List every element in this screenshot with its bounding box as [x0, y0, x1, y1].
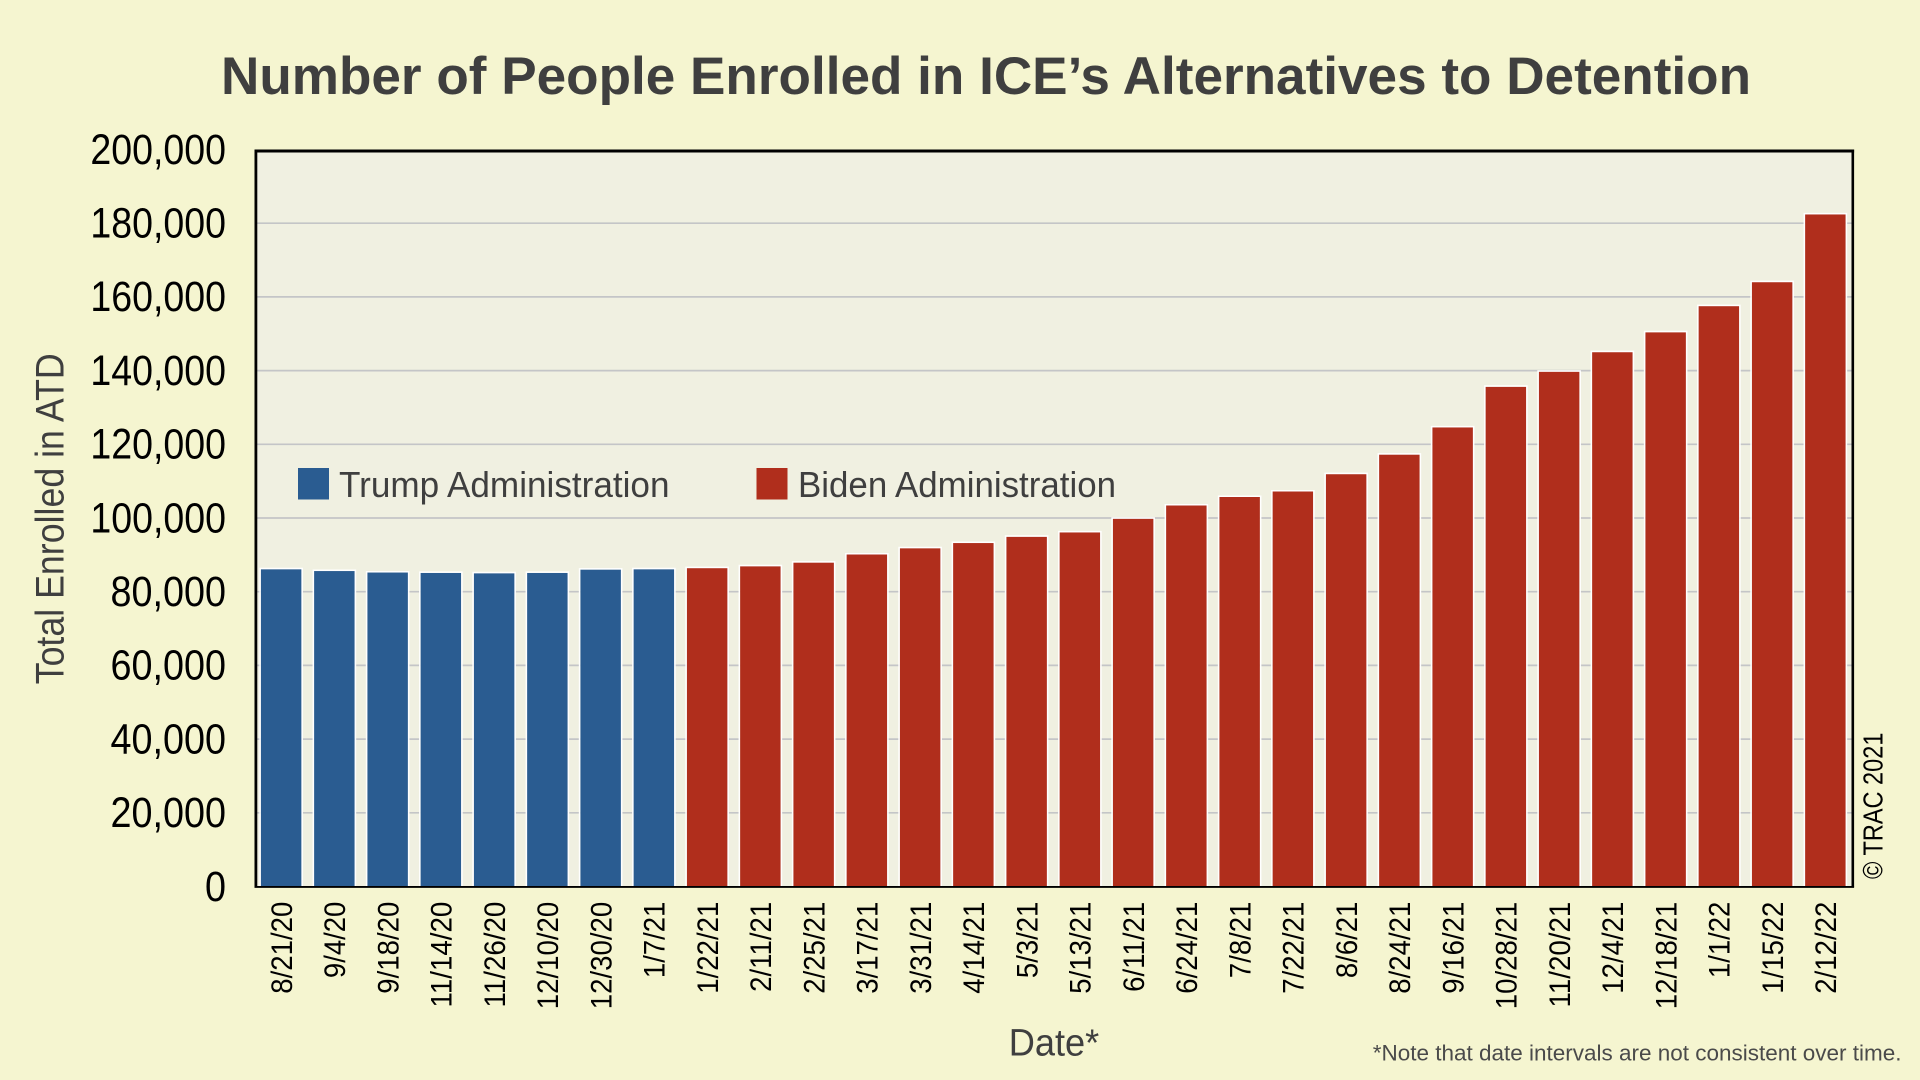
svg-text:6/11/21: 6/11/21 [1118, 902, 1151, 992]
svg-text:5/3/21: 5/3/21 [1011, 902, 1044, 978]
svg-text:140,000: 140,000 [90, 347, 226, 395]
svg-text:2/25/21: 2/25/21 [798, 902, 831, 994]
svg-text:Trump Administration: Trump Administration [339, 464, 670, 505]
svg-text:3/17/21: 3/17/21 [852, 902, 885, 994]
svg-text:6/24/21: 6/24/21 [1171, 902, 1204, 994]
svg-text:8/6/21: 8/6/21 [1331, 902, 1364, 978]
svg-text:3/31/21: 3/31/21 [905, 902, 938, 994]
svg-text:10/28/21: 10/28/21 [1491, 902, 1524, 1010]
svg-text:11/20/21: 11/20/21 [1544, 902, 1577, 1008]
svg-text:9/18/20: 9/18/20 [372, 902, 405, 994]
svg-text:2/12/22: 2/12/22 [1810, 902, 1843, 994]
svg-text:40,000: 40,000 [111, 715, 227, 763]
svg-text:9/16/21: 9/16/21 [1437, 902, 1470, 994]
svg-text:120,000: 120,000 [90, 421, 226, 469]
svg-text:Date*: Date* [1009, 1023, 1100, 1065]
svg-text:1/1/22: 1/1/22 [1704, 902, 1737, 978]
svg-text:100,000: 100,000 [90, 494, 226, 542]
svg-text:1/22/21: 1/22/21 [692, 902, 725, 994]
svg-text:8/21/20: 8/21/20 [266, 902, 299, 994]
svg-text:9/4/20: 9/4/20 [319, 902, 352, 978]
svg-text:12/10/20: 12/10/20 [532, 902, 565, 1010]
svg-text:160,000: 160,000 [90, 273, 226, 321]
svg-text:0: 0 [205, 863, 226, 911]
svg-text:80,000: 80,000 [111, 568, 227, 616]
svg-text:*Note that date intervals are: *Note that date intervals are not consis… [1373, 1041, 1902, 1066]
svg-text:4/14/21: 4/14/21 [958, 902, 991, 994]
svg-text:2/11/21: 2/11/21 [745, 902, 778, 992]
svg-text:11/26/20: 11/26/20 [479, 902, 512, 1008]
svg-text:1/15/22: 1/15/22 [1757, 902, 1790, 994]
svg-text:Biden Administration: Biden Administration [798, 464, 1116, 505]
svg-text:1/7/21: 1/7/21 [639, 902, 672, 978]
svg-text:20,000: 20,000 [111, 789, 227, 837]
svg-text:8/24/21: 8/24/21 [1384, 902, 1417, 994]
svg-text:5/13/21: 5/13/21 [1065, 902, 1098, 994]
svg-text:© TRAC 2021: © TRAC 2021 [1858, 733, 1889, 879]
svg-text:7/22/21: 7/22/21 [1278, 902, 1311, 994]
svg-text:60,000: 60,000 [111, 642, 227, 690]
svg-text:12/30/20: 12/30/20 [585, 902, 618, 1010]
svg-text:7/8/21: 7/8/21 [1224, 902, 1257, 978]
svg-text:Number of People Enrolled in I: Number of People Enrolled in ICE’s Alter… [221, 47, 1751, 106]
svg-text:200,000: 200,000 [90, 126, 226, 174]
svg-text:180,000: 180,000 [90, 200, 226, 248]
svg-text:12/18/21: 12/18/21 [1650, 902, 1683, 1010]
svg-text:Total Enrolled in ATD: Total Enrolled in ATD [29, 353, 73, 684]
svg-text:11/14/20: 11/14/20 [426, 902, 459, 1008]
svg-text:12/4/21: 12/4/21 [1597, 902, 1630, 994]
